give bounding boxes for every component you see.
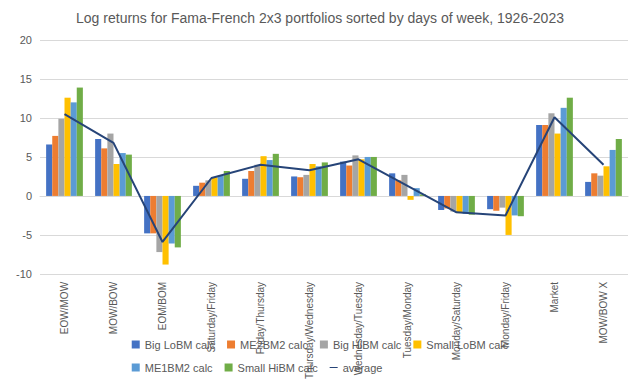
svg-text:average: average xyxy=(343,362,383,374)
svg-text:Friday/Thursday: Friday/Thursday xyxy=(255,281,266,355)
svg-text:15: 15 xyxy=(20,73,32,85)
svg-text:MOW/BOW X: MOW/BOW X xyxy=(598,282,609,344)
svg-text:20: 20 xyxy=(20,34,32,46)
svg-text:Thursday/Wednesday: Thursday/Wednesday xyxy=(304,281,315,379)
svg-text:-5: -5 xyxy=(22,229,32,241)
svg-text:ME1BM2 calc: ME1BM2 calc xyxy=(145,362,213,374)
svg-text:Log returns for Fama-French 2x: Log returns for Fama-French 2x3 portfoli… xyxy=(76,10,564,26)
svg-text:Wednesday/Tuesday: Wednesday/Tuesday xyxy=(353,281,364,376)
svg-text:Tuesday/Monday: Tuesday/Monday xyxy=(402,282,413,358)
svg-text:Small LoBM calc: Small LoBM calc xyxy=(426,339,508,351)
svg-text:-10: -10 xyxy=(16,268,32,280)
svg-text:MOW/BOW: MOW/BOW xyxy=(108,281,119,334)
svg-text:10: 10 xyxy=(20,112,32,124)
svg-text:ME2BM2 calc: ME2BM2 calc xyxy=(240,339,308,351)
svg-text:EOW/MOW: EOW/MOW xyxy=(59,281,70,334)
svg-text:Market: Market xyxy=(549,282,560,313)
svg-text:5: 5 xyxy=(26,151,32,163)
svg-text:EOM/BOM: EOM/BOM xyxy=(157,282,168,330)
svg-text:Big HiBM calc: Big HiBM calc xyxy=(333,339,402,351)
svg-text:0: 0 xyxy=(26,190,32,202)
svg-text:Small HiBM calc: Small HiBM calc xyxy=(238,362,319,374)
svg-text:Big LoBM calc: Big LoBM calc xyxy=(145,339,216,351)
svg-text:Monday/Friday: Monday/Friday xyxy=(500,281,511,349)
svg-text:Monday/Saturday: Monday/Saturday xyxy=(451,281,462,361)
svg-text:Saturday/Friday: Saturday/Friday xyxy=(206,281,217,353)
